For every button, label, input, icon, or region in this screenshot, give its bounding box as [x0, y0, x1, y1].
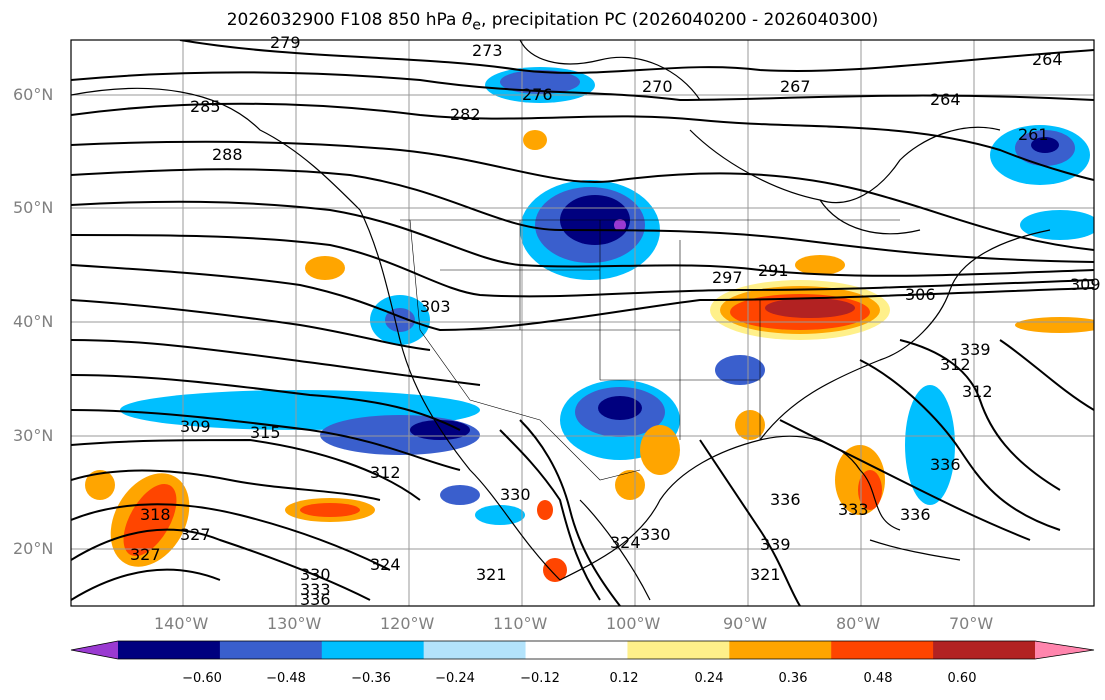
contour-label: 321: [476, 565, 507, 584]
map-frame: [70, 39, 1095, 607]
colorbar-tick-label: 0.24: [694, 671, 724, 686]
lat-label-50: 50°N: [13, 198, 54, 217]
contour-label: 312: [370, 463, 401, 482]
contour-label: 309: [180, 417, 211, 436]
contour-label: 330: [300, 565, 331, 584]
lon-label-80: 80°W: [836, 614, 881, 633]
lon-label-90: 90°W: [723, 614, 768, 633]
contour-label: 273: [472, 41, 503, 60]
contour-label: 333: [300, 580, 331, 599]
lon-label-70: 70°W: [949, 614, 994, 633]
lat-label-40: 40°N: [13, 312, 54, 331]
contour-label: 303: [420, 297, 451, 316]
lon-label-140: 140°W: [154, 614, 209, 633]
lon-label-120: 120°W: [380, 614, 435, 633]
contour-label: 336: [900, 505, 931, 524]
contour-label: 288: [212, 145, 243, 164]
contour-label: 312: [962, 382, 993, 401]
lon-label-100: 100°W: [606, 614, 661, 633]
colorbar-tick-label: 0.12: [609, 671, 639, 686]
contour-label: 324: [610, 533, 641, 552]
contour-label: 330: [640, 525, 671, 544]
colorbar-tick-label: −0.12: [520, 671, 560, 686]
contour-label: 327: [130, 545, 161, 564]
contour-label: 306: [905, 285, 936, 304]
theta-e-contours: [71, 40, 1094, 606]
precipitation-shading: [85, 67, 1094, 582]
contour-label: 324: [370, 555, 401, 574]
colorbar-tick-label: 0.36: [778, 671, 808, 686]
contour-label: 291: [758, 261, 789, 280]
lat-label-30: 30°N: [13, 426, 54, 445]
colorbar-tick-label: 0.48: [863, 671, 893, 686]
contour-label: 312: [940, 355, 971, 374]
colorbar-tick-label: −0.60: [182, 671, 222, 686]
contour-label: 339: [960, 340, 991, 359]
contour-label: 336: [770, 490, 801, 509]
contour-label: 339: [760, 535, 791, 554]
contour-label: 315: [250, 423, 281, 442]
contour-label: 336: [300, 590, 331, 609]
colorbar-tick-label: −0.36: [351, 671, 391, 686]
contour-label: 267: [780, 77, 811, 96]
contour-label: 282: [450, 105, 481, 124]
lon-label-110: 110°W: [493, 614, 548, 633]
map-background: [71, 40, 1094, 606]
contour-label: 327: [180, 525, 211, 544]
lat-label-20: 20°N: [13, 539, 54, 558]
contour-label: 318: [140, 505, 171, 524]
contour-label: 279: [270, 33, 301, 52]
coastlines: [71, 40, 1051, 601]
contour-label: 333: [838, 500, 869, 519]
contour-label: 285: [190, 97, 221, 116]
colorbar-tick-label: −0.24: [435, 671, 475, 686]
contour-labels: 279 273 276 270 267 264 264 285 282 288 261 297 291 3…: [130, 33, 1101, 609]
contour-label: 261: [1018, 125, 1049, 144]
lon-label-130: 130°W: [267, 614, 322, 633]
contour-label: 264: [1032, 50, 1063, 69]
political-borders: [400, 219, 900, 481]
contour-label: 336: [930, 455, 961, 474]
lat-label-60: 60°N: [13, 85, 54, 104]
contour-label: 321: [750, 565, 781, 584]
contour-label: 330: [500, 485, 531, 504]
contour-label: 297: [712, 268, 743, 287]
contour-label: 309: [1070, 275, 1101, 294]
colorbar-tick-label: −0.48: [266, 671, 306, 686]
colorbar-tick-label: 0.60: [947, 671, 977, 686]
contour-label: 276: [522, 85, 553, 104]
map-title: 2026032900 F108 850 hPa θe, precipitatio…: [226, 10, 879, 34]
contour-label: 270: [642, 77, 673, 96]
contour-label: 264: [930, 90, 961, 109]
